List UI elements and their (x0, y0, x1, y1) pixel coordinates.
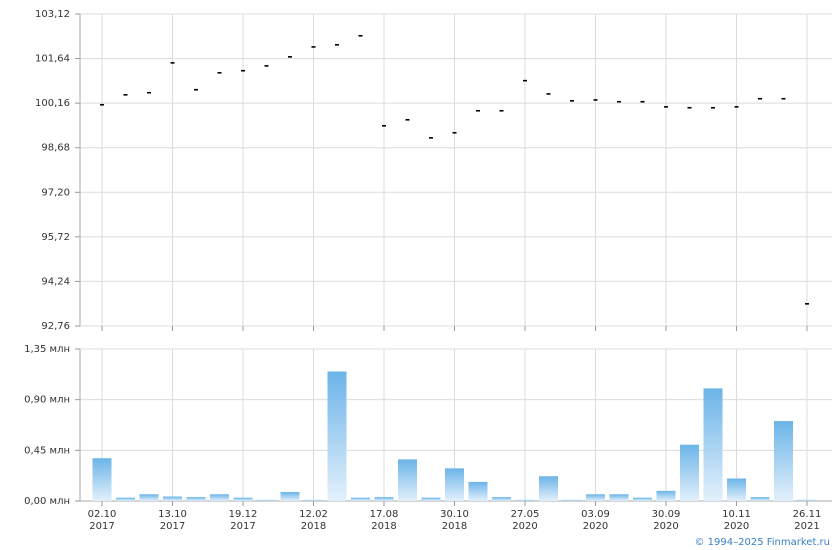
price-mark (758, 97, 762, 100)
price-mark (476, 109, 480, 112)
volume-bar (186, 497, 206, 501)
x-tick-year: 2020 (512, 521, 537, 532)
y-tick-label: 101,64 (35, 54, 70, 65)
volume-bar (562, 499, 582, 501)
price-mark (288, 56, 292, 58)
x-tick-label: 10.11 (722, 509, 751, 520)
volume-bar (233, 497, 253, 501)
price-mark (311, 46, 316, 48)
x-tick-year: 2021 (794, 521, 819, 532)
price-mark (640, 100, 645, 103)
x-tick-label: 27.05 (511, 509, 540, 520)
price-mark (100, 103, 104, 106)
price-mark (170, 62, 175, 64)
y-tick-label: 98,68 (41, 143, 70, 154)
price-mark (593, 99, 598, 101)
x-tick-label: 30.09 (652, 509, 681, 520)
price-mark (711, 106, 715, 109)
price-mark (358, 34, 363, 37)
volume-bar (304, 499, 323, 501)
volume-bar (539, 476, 558, 501)
x-tick-year: 2018 (371, 521, 396, 532)
price-mark (734, 106, 739, 108)
price-mark (241, 69, 245, 72)
x-tick-label: 02.10 (88, 509, 117, 520)
volume-bar (492, 497, 511, 501)
price-mark (664, 106, 668, 108)
x-tick-year: 2017 (230, 521, 255, 532)
volume-bar (351, 497, 370, 501)
price-mark (147, 91, 151, 94)
price-mark (523, 79, 527, 82)
volume-bar (374, 497, 394, 501)
price-mark (499, 109, 504, 112)
price-mark (452, 131, 457, 134)
x-tick-year: 2018 (442, 521, 467, 532)
price-mark (264, 65, 269, 67)
volume-bar (280, 491, 300, 501)
volume-bar (398, 459, 417, 501)
y-tick-label: 0,00 млн (24, 496, 70, 507)
volume-bar (515, 499, 535, 501)
price-mark (123, 94, 128, 96)
volume-bar (703, 388, 723, 501)
volume-bar (163, 496, 182, 501)
y-tick-label: 94,24 (41, 276, 70, 287)
volume-bar (656, 490, 676, 501)
x-tick-year: 2020 (653, 521, 678, 532)
volume-bar (210, 494, 229, 501)
volume-bar (609, 494, 629, 501)
volume-bar (633, 497, 652, 501)
x-tick-label: 03.09 (581, 509, 610, 520)
price-mark (194, 88, 198, 91)
x-tick-year: 2017 (89, 521, 114, 532)
y-tick-label: 0,45 млн (24, 445, 70, 456)
volume-bar (680, 444, 699, 501)
price-mark (382, 125, 386, 127)
price-mark (805, 303, 809, 305)
x-tick-year: 2020 (724, 521, 749, 532)
volume-bar (797, 499, 817, 501)
price-mark (405, 119, 410, 121)
y-tick-label: 0,90 млн (24, 395, 70, 406)
x-tick-label: 17.08 (370, 509, 399, 520)
price-mark (617, 100, 621, 103)
volume-bar (774, 421, 793, 501)
volume-bar (139, 494, 159, 501)
volume-bar (327, 371, 347, 501)
volume-bar (586, 494, 605, 501)
volume-bar (468, 481, 488, 501)
volume-bar (257, 499, 276, 501)
volume-bar (750, 497, 770, 501)
price-mark (335, 44, 339, 46)
y-tick-label: 92,76 (41, 321, 70, 332)
volume-bar (445, 468, 464, 501)
volume-bar (92, 458, 112, 501)
y-tick-label: 95,72 (41, 232, 70, 243)
price-mark (429, 137, 433, 139)
price-mark (687, 106, 692, 109)
x-tick-year: 2017 (160, 521, 185, 532)
price-mark (217, 72, 222, 74)
price-mark (781, 97, 786, 100)
y-tick-label: 97,20 (41, 187, 70, 198)
x-tick-year: 2020 (583, 521, 608, 532)
x-tick-label: 26.11 (793, 509, 822, 520)
volume-bar (421, 497, 441, 501)
x-tick-label: 19.12 (229, 509, 258, 520)
x-tick-year: 2018 (301, 521, 326, 532)
y-tick-label: 1,35 млн (24, 344, 70, 355)
volume-bar (116, 497, 135, 501)
x-tick-label: 13.10 (158, 509, 187, 520)
price-mark (570, 100, 574, 102)
price-mark (546, 93, 551, 95)
x-tick-label: 12.02 (299, 509, 328, 520)
y-tick-label: 103,12 (35, 9, 70, 20)
y-tick-label: 100,16 (35, 98, 70, 109)
x-tick-label: 30.10 (440, 509, 469, 520)
copyright: © 1994–2025 Finmarket.ru (694, 537, 830, 548)
volume-bar (727, 478, 746, 501)
